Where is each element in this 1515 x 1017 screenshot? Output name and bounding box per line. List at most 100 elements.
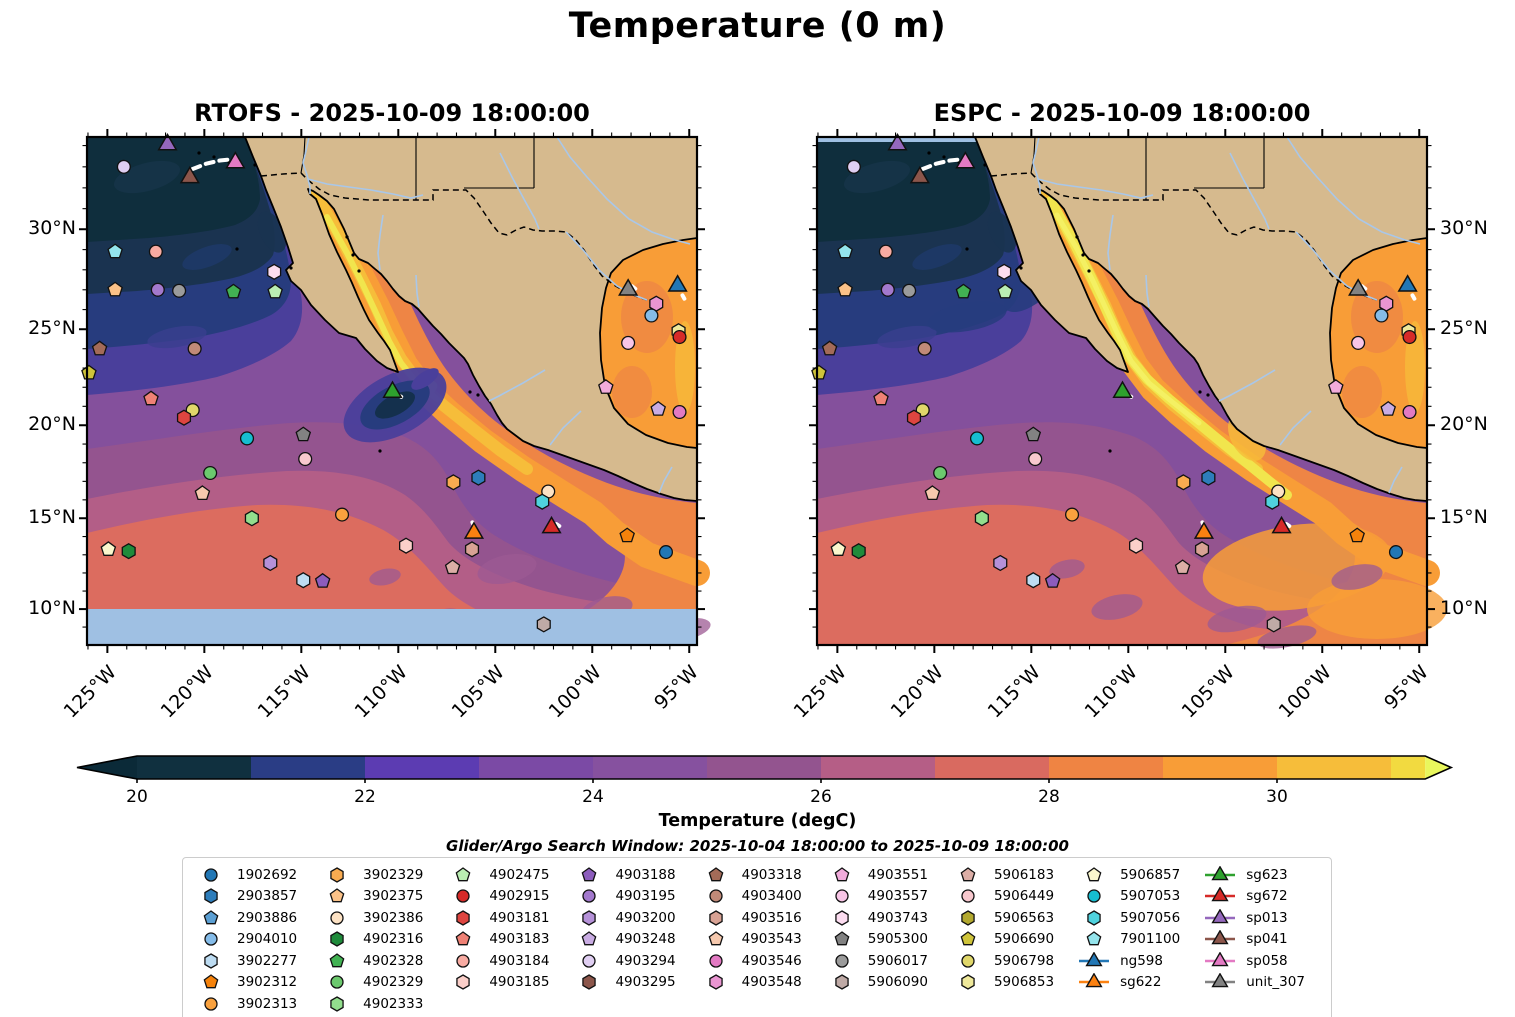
marker-4903183 [143, 390, 159, 406]
legend-item-4903200: 4903200 [573, 907, 689, 929]
legend-label: 7901100 [1120, 931, 1181, 948]
legend-column: 5906183 5906449 5906563 5906690 5906798 59068… [952, 864, 1068, 1015]
legend-item-4903294: 4903294 [573, 950, 689, 972]
legend-item-4903548: 4903548 [700, 972, 816, 994]
legend-label: 4903200 [615, 909, 676, 926]
marker-4903543 [194, 485, 211, 501]
legend-label: 4902328 [363, 952, 424, 969]
marker-4902333 [244, 510, 259, 527]
river [1107, 214, 1114, 271]
legend-item-sg623: sg623 [1204, 864, 1319, 886]
legend-label: 5905300 [867, 931, 928, 948]
marker-3902329 [1176, 474, 1191, 491]
marker-3902375 [107, 281, 123, 297]
legend-label: 5906017 [867, 952, 928, 969]
marker-4903183 [873, 390, 889, 406]
legend-label: 2904010 [237, 931, 298, 948]
marker-4903195 [880, 282, 895, 297]
marker-3902277 [296, 572, 311, 589]
legend-label: 4902316 [363, 931, 424, 948]
legend-label: 4903318 [741, 866, 802, 883]
marker-3902312 [619, 527, 635, 543]
pentagon-marker-icon [329, 952, 345, 968]
pentagon-marker-icon [582, 931, 597, 946]
marker-sp013 [887, 133, 908, 151]
marker-ng598 [1397, 274, 1418, 292]
legend-item-sp013: sp013 [1204, 907, 1319, 929]
circle-marker-icon [330, 975, 344, 989]
marker-1902692 [658, 545, 674, 560]
state-border [1030, 136, 1036, 174]
pentagon-marker-icon [708, 931, 724, 946]
no-data-band [87, 609, 697, 645]
circle-marker-icon [204, 932, 218, 946]
circle-marker-icon [456, 954, 470, 968]
legend-item-5906853: 5906853 [952, 972, 1068, 994]
marker-4902915 [672, 330, 687, 345]
legend-label: 4903516 [741, 909, 802, 926]
marker-4903200 [993, 554, 1008, 572]
axis-ticks [79, 129, 705, 653]
lon-tick-label: 105°W [447, 661, 510, 723]
pentagon-marker-icon [203, 974, 219, 989]
legend-column: sg623 sg672 sp013 sp041 sp058 unit_307 [1204, 864, 1319, 1015]
river [658, 466, 673, 494]
lat-tick-label: 20°N [28, 413, 76, 436]
circle-marker-icon [204, 997, 218, 1011]
land-mass [974, 136, 1428, 502]
legend-label: sp058 [1246, 952, 1288, 969]
marker-4902915 [1402, 330, 1417, 345]
marker-5906690 [81, 364, 97, 380]
lon-tick-label: 105°W [1177, 661, 1240, 723]
legend-item-3902277: 3902277 [195, 950, 311, 972]
river [556, 136, 691, 245]
legend-item-4903184: 4903184 [447, 950, 563, 972]
marker-sg672 [541, 515, 562, 534]
circle-marker-icon [330, 911, 344, 925]
legend-label: 3902313 [237, 995, 298, 1012]
legend-item-4903185: 4903185 [447, 972, 563, 994]
glider-track [554, 522, 562, 528]
legend-item-sp058: sp058 [1204, 950, 1319, 972]
circle-marker-icon [961, 954, 975, 968]
colorbar: 20 22 24 26 28 30 [0, 753, 1515, 811]
colorbar-tick-label: 28 [1038, 787, 1060, 807]
marker-4903551 [598, 379, 614, 394]
hexagon-marker-icon [582, 974, 597, 991]
legend-label: 4903295 [615, 974, 676, 991]
marker-4903546 [1402, 404, 1417, 420]
marker-5906449 [1028, 451, 1043, 467]
legend-item-2903857: 2903857 [195, 886, 311, 908]
marker-4903546 [672, 404, 687, 420]
marker-4903248 [650, 400, 667, 416]
legend-column: 4903188 4903195 4903200 4903248 4903294 49032… [573, 864, 689, 1015]
marker-2903857 [1201, 469, 1216, 486]
pentagon-marker-icon [834, 931, 850, 946]
lat-tick-label: 10°N [1440, 597, 1488, 620]
marker-4902475 [267, 283, 283, 299]
legend-item-3902312: 3902312 [195, 972, 311, 994]
legend-item-4903400: 4903400 [700, 886, 816, 908]
legend-item-4903546: 4903546 [700, 950, 816, 972]
colorbar-tick-label: 24 [582, 787, 604, 807]
glider-track [1410, 293, 1417, 301]
legend-label: 5906798 [993, 952, 1055, 969]
legend-item-2903886: 2903886 [195, 907, 311, 929]
lon-tick-label: 125°W [59, 661, 122, 723]
legend-label: 4903551 [867, 866, 928, 883]
legend-column: 4903551 4903557 4903743 5905300 5906017 59060… [826, 864, 942, 1015]
marker-4903181 [906, 409, 922, 426]
triangle-marker-icon [1079, 951, 1110, 967]
markers-layer [81, 133, 688, 633]
legend: 1902692 2903857 2903886 2904010 3902277 39023… [182, 857, 1332, 1017]
legend-label: 3902386 [363, 909, 424, 926]
lat-tick-label: 30°N [28, 217, 76, 240]
marker-4903400 [917, 341, 932, 356]
lat-tick-label: 25°N [28, 317, 76, 340]
us-mexico-border [990, 172, 1378, 301]
marker-4903400 [187, 341, 202, 356]
marker-5906183 [444, 559, 461, 575]
legend-item-5906090: 5906090 [826, 972, 942, 994]
legend-item-4903183: 4903183 [447, 929, 563, 951]
hexagon-marker-icon [330, 931, 344, 948]
